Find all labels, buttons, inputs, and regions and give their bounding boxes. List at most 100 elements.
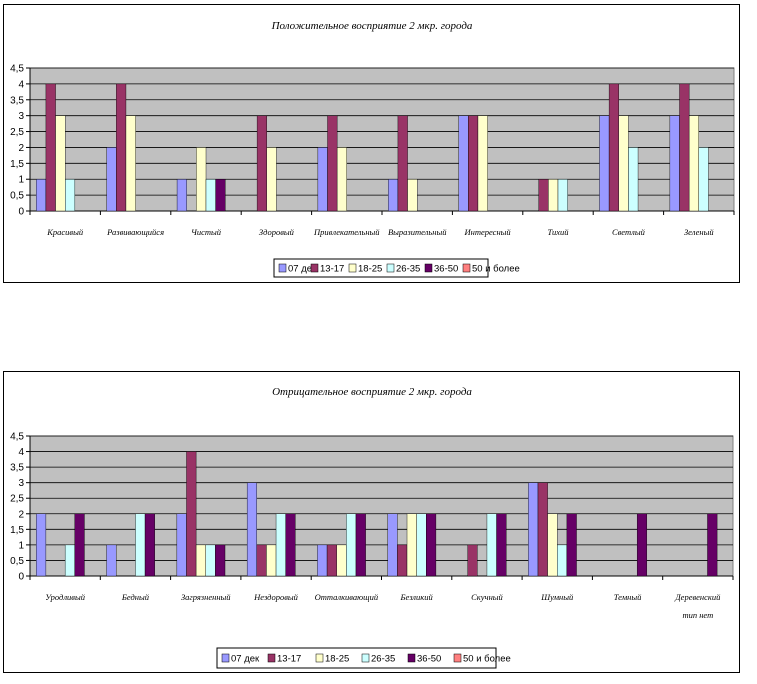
category-label: Интересный bbox=[464, 227, 512, 237]
bar bbox=[196, 147, 207, 212]
bar bbox=[416, 513, 427, 577]
bar bbox=[477, 115, 488, 212]
bar bbox=[346, 513, 357, 577]
y-tick-label: 0,5 bbox=[10, 191, 24, 202]
bar bbox=[256, 544, 267, 577]
bar bbox=[397, 544, 408, 577]
bar bbox=[336, 147, 347, 212]
category-label: Деревенский тип нет bbox=[674, 592, 721, 620]
bar bbox=[355, 513, 366, 577]
bar bbox=[397, 115, 408, 212]
category-label: Загрязненный bbox=[181, 592, 231, 602]
category-label: Выразительный bbox=[388, 227, 447, 237]
bar bbox=[55, 115, 66, 212]
bar bbox=[195, 544, 206, 577]
legend-swatch bbox=[348, 263, 357, 273]
y-tick-label: 1,5 bbox=[10, 525, 24, 536]
bar bbox=[64, 544, 75, 577]
bar bbox=[45, 83, 56, 212]
legend-label: 50 и более bbox=[472, 264, 520, 275]
bar bbox=[537, 482, 548, 577]
bar bbox=[636, 513, 648, 577]
legend-label: 36-50 bbox=[417, 654, 441, 665]
category-label: Темный bbox=[614, 592, 642, 602]
bar bbox=[36, 179, 47, 212]
y-tick-label: 1 bbox=[18, 540, 24, 551]
legend-label: 26-35 bbox=[371, 654, 395, 665]
bar bbox=[388, 179, 399, 212]
category-label: Бедный bbox=[121, 592, 150, 602]
y-tick-label: 3 bbox=[18, 111, 24, 122]
bar bbox=[468, 115, 479, 212]
chart-positive-svg: Положительное восприятие 2 мкр. города 0 0… bbox=[10, 20, 735, 278]
category-label: Развивающийся bbox=[106, 227, 164, 237]
category-label: Уродливый bbox=[45, 592, 85, 602]
bar bbox=[176, 513, 187, 577]
bar bbox=[246, 482, 257, 577]
category-label: Безликий bbox=[400, 592, 434, 602]
chart-negative-svg: Отрицательное восприятие 2 мкр. города 0 0… bbox=[10, 386, 734, 669]
bar bbox=[557, 179, 568, 212]
bar bbox=[256, 115, 267, 212]
bar bbox=[406, 513, 417, 577]
bar bbox=[547, 513, 558, 577]
bar bbox=[628, 147, 639, 212]
bar bbox=[698, 147, 709, 212]
legend-swatch bbox=[267, 653, 276, 663]
legend-box bbox=[273, 258, 489, 278]
legend-label: 36-50 bbox=[434, 264, 458, 275]
category-label: Скучный bbox=[471, 592, 503, 602]
bar bbox=[36, 513, 47, 577]
bar bbox=[486, 513, 497, 577]
bar bbox=[538, 179, 549, 212]
legend-swatch bbox=[407, 653, 416, 663]
bar bbox=[106, 147, 117, 212]
bar bbox=[528, 482, 539, 577]
legend-label: 18-25 bbox=[358, 264, 382, 275]
y-tick-label: 2,5 bbox=[10, 494, 24, 505]
bar bbox=[557, 544, 568, 577]
bar bbox=[106, 544, 117, 577]
legend-swatch bbox=[424, 263, 433, 273]
category-label: Здоровый bbox=[259, 227, 295, 237]
bar bbox=[458, 115, 469, 212]
legend-swatch bbox=[315, 653, 324, 663]
y-tick-label: 4,5 bbox=[10, 432, 24, 443]
bar bbox=[317, 544, 328, 577]
y-tick-label: 3,5 bbox=[10, 463, 24, 474]
category-label: Светлый bbox=[612, 227, 646, 237]
bar bbox=[679, 83, 690, 212]
y-tick-label: 2 bbox=[18, 143, 24, 154]
chart-positive: Положительное восприятие 2 мкр. города 0 0… bbox=[3, 4, 740, 283]
bar bbox=[496, 513, 507, 577]
bar bbox=[599, 115, 610, 212]
bar bbox=[135, 513, 146, 577]
bar bbox=[205, 544, 216, 577]
chart-title: Отрицательное восприятие 2 мкр. города bbox=[272, 386, 472, 398]
legend-label: 50 и более bbox=[463, 654, 511, 665]
bar bbox=[426, 513, 437, 577]
category-label: Привлекательный bbox=[313, 227, 380, 237]
bar bbox=[125, 115, 136, 212]
y-tick-label: 3 bbox=[18, 478, 24, 489]
y-tick-label: 0 bbox=[18, 572, 24, 583]
bar bbox=[205, 179, 216, 212]
bar bbox=[116, 83, 127, 212]
bar bbox=[336, 544, 347, 577]
legend-label: 13-17 bbox=[277, 654, 301, 665]
bar bbox=[327, 115, 338, 212]
bar bbox=[65, 179, 76, 212]
legend-label: 18-25 bbox=[325, 654, 349, 665]
chart-negative: Отрицательное восприятие 2 мкр. города 0 0… bbox=[3, 371, 740, 673]
bar bbox=[266, 147, 277, 212]
bar bbox=[176, 179, 187, 212]
legend-label: 07 дек bbox=[288, 264, 317, 275]
legend-swatch bbox=[386, 263, 395, 273]
y-tick-label: 4 bbox=[18, 447, 24, 458]
legend-swatch bbox=[361, 653, 370, 663]
bar bbox=[317, 147, 328, 212]
y-tick-label: 0,5 bbox=[10, 556, 24, 567]
legend-label: 13-17 bbox=[320, 264, 344, 275]
bar bbox=[266, 544, 277, 577]
bar bbox=[407, 179, 418, 212]
